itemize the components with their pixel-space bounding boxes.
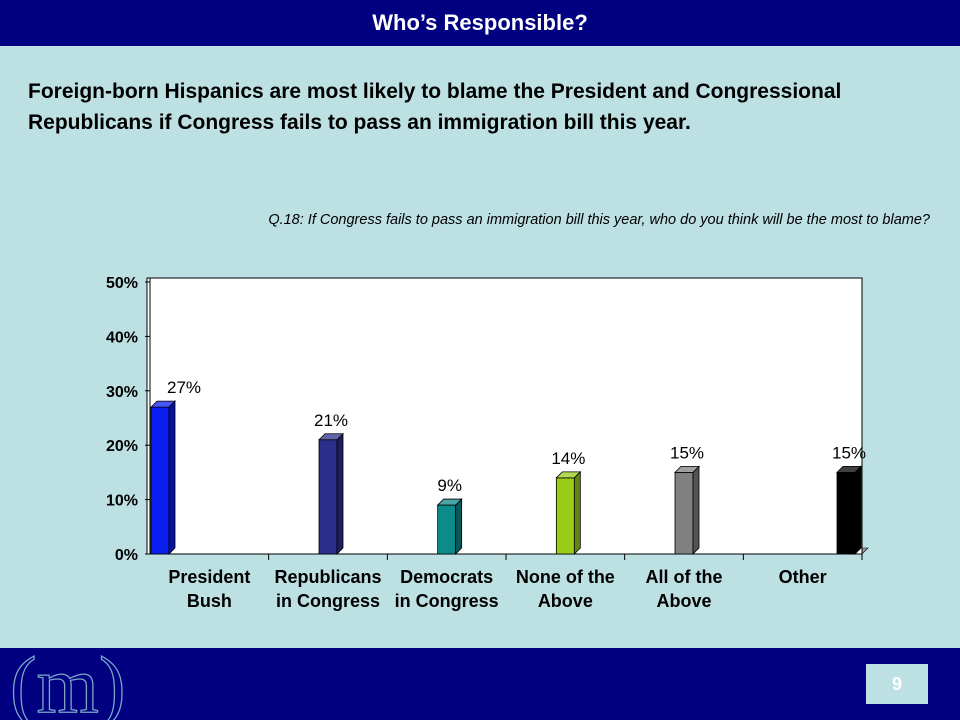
x-category-label: Democrats — [400, 567, 493, 587]
page-title: Who’s Responsible? — [372, 10, 588, 35]
x-category-label: Other — [779, 567, 827, 587]
page-number-badge: 9 — [866, 664, 928, 704]
data-label: 9% — [437, 476, 462, 495]
footer-bar: (m) — [0, 648, 960, 720]
bar-top — [674, 465, 700, 473]
y-tick-label: 10% — [106, 493, 138, 510]
y-tick-label: 40% — [106, 329, 138, 346]
bar — [674, 465, 700, 555]
survey-question: Q.18: If Congress fails to pass an immig… — [268, 212, 930, 228]
bar-side — [455, 498, 463, 555]
bar-side — [168, 400, 176, 555]
x-category-label: in Congress — [276, 591, 380, 611]
bar-front — [555, 477, 575, 555]
bar — [150, 400, 176, 555]
bar-front — [150, 406, 170, 555]
chart-labels: 27% 21% 9% 14% 15% 15% — [167, 378, 866, 495]
chart-bars — [150, 400, 862, 555]
bar — [318, 432, 344, 555]
header-bar: Who’s Responsible? — [0, 0, 960, 46]
x-category-label: All of the — [646, 567, 723, 587]
bar-top — [150, 400, 176, 408]
y-tick-label: 50% — [106, 275, 138, 292]
bar-front — [437, 504, 457, 555]
bar-side — [573, 470, 581, 555]
bar — [836, 465, 862, 555]
data-label: 14% — [551, 449, 585, 468]
x-category-label: None of the — [516, 567, 615, 587]
bar-side — [336, 432, 344, 555]
y-tick-label: 0% — [115, 547, 138, 564]
logo: (m) — [9, 648, 126, 720]
x-category-label: President — [168, 567, 250, 587]
bar-top — [436, 498, 463, 506]
bar — [555, 470, 582, 555]
x-category-label: Republicans — [274, 567, 381, 587]
bar-front — [836, 471, 856, 555]
y-tick-label: 20% — [106, 438, 138, 455]
data-label: 15% — [670, 443, 704, 462]
data-label: 27% — [167, 378, 201, 397]
x-category-label: Above — [538, 591, 593, 611]
data-label: 21% — [314, 411, 348, 430]
y-tick-label: 30% — [106, 384, 138, 401]
bar-side — [854, 465, 862, 555]
bar-front — [318, 439, 338, 555]
x-category-label: Above — [656, 591, 711, 611]
chart-axes: 0% 10% 20% 30% 40% 50% President Bush Republican… — [106, 275, 863, 611]
logo-mark: (m) — [10, 648, 126, 720]
x-category-label: Bush — [187, 591, 232, 611]
bar-side — [692, 465, 700, 555]
bar-front — [674, 471, 694, 555]
headline: Foreign-born Hispanics are most likely t… — [28, 80, 842, 134]
bar-top — [836, 465, 862, 473]
page-number: 9 — [891, 674, 902, 694]
data-label: 15% — [832, 443, 866, 462]
bar-top — [555, 471, 582, 479]
bar — [436, 498, 463, 555]
x-category-label: in Congress — [395, 591, 499, 611]
bar-top — [318, 433, 344, 441]
plot-area — [146, 277, 863, 555]
